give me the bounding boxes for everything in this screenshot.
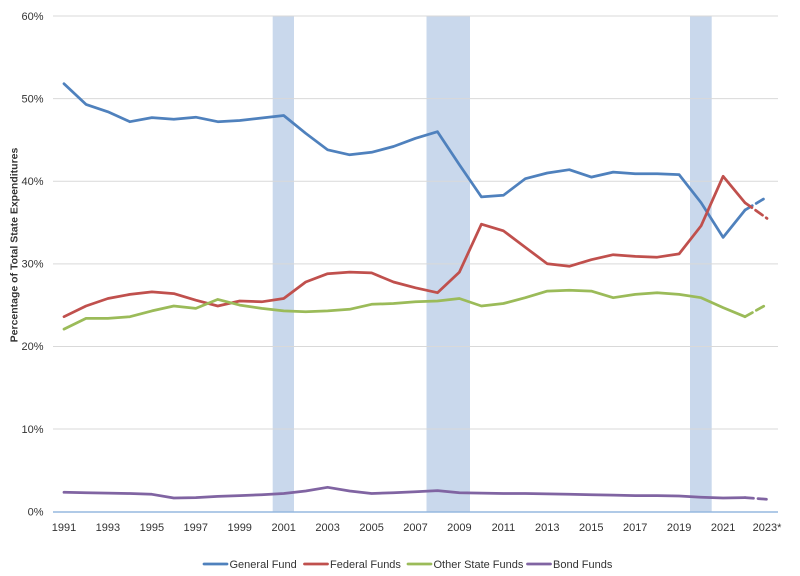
svg-text:2015: 2015: [579, 522, 603, 534]
svg-text:2023*: 2023*: [753, 522, 782, 534]
svg-text:1995: 1995: [140, 522, 164, 534]
svg-text:20%: 20%: [21, 341, 43, 353]
svg-text:1999: 1999: [227, 522, 251, 534]
svg-text:1993: 1993: [96, 522, 120, 534]
svg-text:2021: 2021: [711, 522, 735, 534]
svg-text:General Fund: General Fund: [230, 559, 297, 571]
svg-text:30%: 30%: [21, 259, 43, 271]
svg-text:2011: 2011: [492, 522, 516, 534]
svg-text:Other State Funds: Other State Funds: [434, 559, 524, 571]
svg-text:50%: 50%: [21, 93, 43, 105]
svg-text:10%: 10%: [21, 424, 43, 436]
svg-text:40%: 40%: [21, 176, 43, 188]
svg-text:2013: 2013: [535, 522, 559, 534]
svg-text:Federal Funds: Federal Funds: [330, 559, 401, 571]
svg-text:2019: 2019: [667, 522, 691, 534]
svg-text:0%: 0%: [28, 507, 44, 519]
svg-text:2005: 2005: [359, 522, 383, 534]
svg-text:2007: 2007: [403, 522, 427, 534]
svg-text:2001: 2001: [271, 522, 295, 534]
svg-text:1991: 1991: [52, 522, 76, 534]
svg-text:60%: 60%: [21, 11, 43, 23]
svg-text:Bond Funds: Bond Funds: [553, 559, 613, 571]
svg-text:2009: 2009: [447, 522, 471, 534]
svg-text:2017: 2017: [623, 522, 647, 534]
svg-text:1997: 1997: [184, 522, 208, 534]
svg-text:Percentage of Total State Expe: Percentage of Total State Expenditures: [9, 147, 21, 342]
svg-text:2003: 2003: [315, 522, 339, 534]
